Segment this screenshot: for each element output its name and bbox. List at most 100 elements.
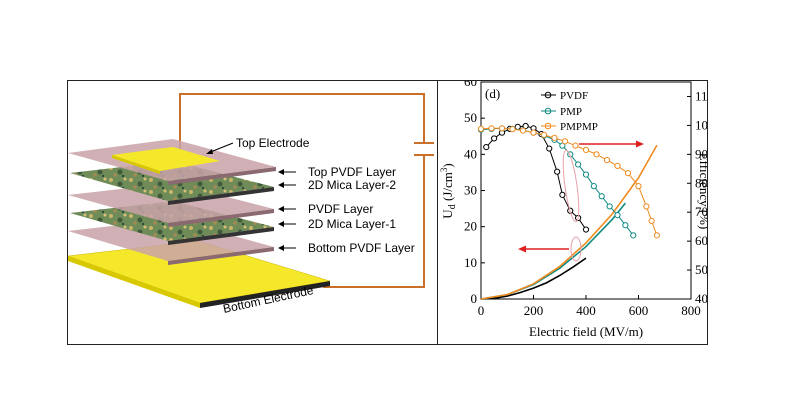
efficiency-point-pmp [606, 203, 613, 210]
efficiency-point-pmpmp [593, 151, 600, 158]
efficiency-point-pmpmp [653, 232, 660, 239]
x-tick-label: 0 [478, 303, 485, 318]
label-top-electrode: Top Electrode [236, 136, 310, 150]
top-electrode [112, 147, 220, 171]
efficiency-point-pmpmp [582, 146, 590, 154]
efficiency-point-pvdf [559, 191, 566, 198]
mica-layer-2-edge [168, 187, 274, 205]
efficiency-point-pmpmp [635, 183, 642, 190]
efficiency-point-pmpmp [648, 217, 655, 224]
arrowhead-icon [278, 206, 284, 212]
energy-efficiency-chart: 0 200 400 600 800 0 10 20 30 40 50 60 40 50 60 70 80 90 10… [439, 81, 707, 339]
efficiency-point-pmpmp [561, 138, 569, 145]
legend-pmpmp: PMPMP [560, 121, 598, 133]
efficiency-point-pmpmp [551, 134, 558, 141]
efficiency-point-pmp [575, 161, 582, 168]
y-tick-label: 60 [464, 81, 477, 89]
efficiency-point-pmp [590, 183, 597, 190]
efficiency-point-pmpmp [519, 127, 527, 134]
y-tick-label: 50 [464, 110, 477, 125]
label-mica2: 2D Mica Layer-2 [308, 178, 396, 192]
arrow-left-icon [518, 245, 526, 253]
panel-divider [437, 80, 438, 345]
mica-layer-1-edge [168, 227, 274, 245]
efficiency-point-pvdf [554, 168, 561, 175]
efficiency-point-pvdf [582, 226, 590, 233]
x-tick-label: 600 [629, 303, 649, 318]
energy-line-pvdf [480, 257, 587, 300]
efficiency-point-pmpmp [477, 125, 485, 132]
efficiency-point-pmpmp [603, 157, 611, 164]
energy-line-pmp [480, 202, 626, 300]
label-pvdf: PVDF Layer [308, 202, 373, 216]
efficiency-point-pvdf [546, 145, 553, 152]
arrowhead-icon [278, 182, 284, 188]
arrow-right-icon [636, 140, 644, 148]
y-tick-label: 20 [464, 219, 477, 234]
efficiency-point-pmpmp [498, 125, 506, 132]
x-tick-label: 200 [524, 303, 544, 318]
y2-tick-label: 110 [695, 88, 707, 103]
y2-tick-label: 90 [695, 146, 707, 161]
efficiency-point-pvdf [491, 135, 498, 142]
top-electrode-side [112, 155, 160, 174]
bottom-pvdf-edge [168, 247, 274, 265]
pvdf-layer-edge [168, 209, 274, 227]
efficiency-point-pmpmp [488, 125, 495, 132]
y2-tick-label: 60 [695, 233, 707, 248]
y2-tick-label: 100 [695, 117, 707, 132]
efficiency-point-pmp [614, 211, 621, 219]
efficiency-point-pmpmp [509, 126, 516, 133]
label-bottom-pvdf: Bottom PVDF Layer [308, 241, 415, 255]
efficiency-point-pmp [630, 232, 637, 239]
arrowhead-icon [278, 169, 284, 175]
efficiency-point-pvdf [483, 144, 490, 151]
y2-tick-label: 70 [695, 204, 707, 219]
energy-line-pmpmp [480, 144, 658, 300]
arrowhead-icon [278, 245, 284, 251]
y2-tick-label: 50 [695, 262, 707, 277]
y-tick-label: 0 [471, 291, 478, 306]
legend-pmp: PMP [560, 106, 582, 118]
y-tick-label: 10 [464, 255, 477, 270]
capacitor-schematic: Top Electrode Top PVDF Layer 2D Mica Lay… [68, 93, 434, 316]
efficiency-point-pmpmp [643, 203, 650, 210]
figure-frame [67, 80, 708, 345]
efficiency-point-pmp [582, 171, 590, 178]
y2-axis-label: Efficiency (%) [697, 153, 707, 230]
arrowhead-icon [278, 221, 284, 227]
efficiency-point-pmpmp [624, 170, 632, 177]
legend-marker-pmpmp [544, 122, 552, 130]
y2-tick-label: 40 [695, 291, 707, 306]
label-top-pvdf: Top PVDF Layer [308, 165, 396, 179]
x-tick-label: 800 [681, 303, 701, 318]
y-axis-label: Ud (J/cm3) [439, 163, 458, 218]
bottom-electrode-edge [200, 281, 330, 308]
panel-label: (d) [485, 86, 500, 101]
y-tick-label: 40 [464, 146, 477, 161]
legend-pvdf: PVDF [560, 90, 588, 102]
energy-group-ellipse [570, 236, 582, 262]
y2-tick-label: 80 [695, 175, 707, 190]
circuit-wire-bottom [323, 155, 425, 288]
efficiency-point-pmpmp [572, 142, 579, 149]
efficiency-point-pmpmp [614, 162, 621, 170]
efficiency-point-pmp [559, 142, 566, 149]
efficiency-group-ellipse [562, 149, 580, 223]
arrowhead-icon [206, 149, 213, 154]
x-axis-label: Electric field (MV/m) [529, 324, 643, 339]
x-tick-label: 400 [576, 303, 596, 318]
y-tick-label: 30 [464, 183, 477, 198]
bottom-electrode-side [68, 256, 200, 308]
legend-marker-pvdf [544, 91, 552, 99]
efficiency-point-pvdf [522, 122, 529, 130]
label-mica1: 2D Mica Layer-1 [308, 217, 396, 231]
plot-area [480, 81, 692, 300]
top-pvdf-edge [168, 167, 276, 185]
efficiency-point-pmpmp [530, 129, 537, 136]
legend-marker-pmp [544, 107, 552, 115]
efficiency-point-pmpmp [540, 131, 548, 139]
efficiency-point-pmp [598, 193, 605, 200]
efficiency-point-pvdf [514, 123, 521, 130]
efficiency-point-pmp [622, 222, 629, 229]
